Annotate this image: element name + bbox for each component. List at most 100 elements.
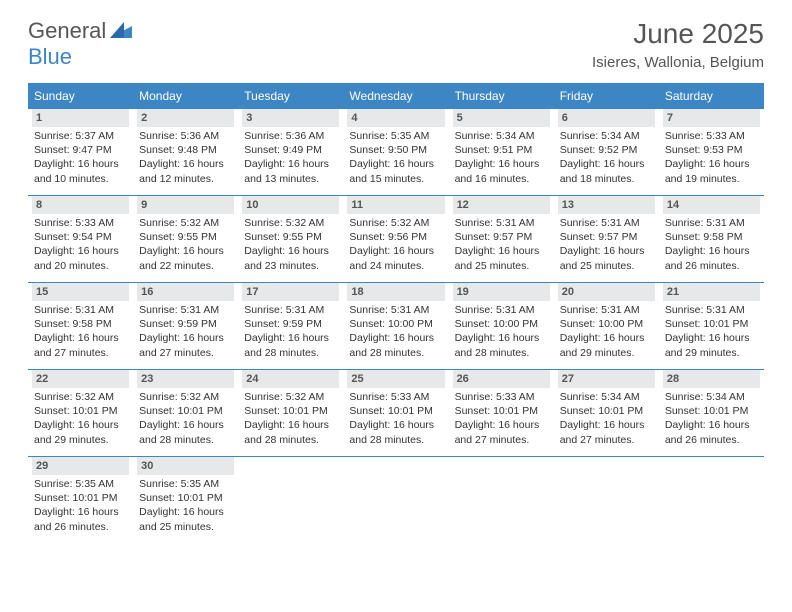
daylight-text: Daylight: 16 hours (665, 244, 758, 258)
calendar-cell: 15Sunrise: 5:31 AMSunset: 9:58 PMDayligh… (28, 283, 133, 369)
day-number: 15 (32, 283, 129, 301)
daylight-text: Daylight: 16 hours (560, 244, 653, 258)
logo-text-general: General (28, 18, 106, 44)
calendar-cell: 22Sunrise: 5:32 AMSunset: 10:01 PMDaylig… (28, 370, 133, 456)
sunset-text: Sunset: 9:57 PM (455, 230, 548, 244)
daylight-text: and 28 minutes. (349, 433, 442, 447)
calendar-cell: 8Sunrise: 5:33 AMSunset: 9:54 PMDaylight… (28, 196, 133, 282)
sunset-text: Sunset: 10:01 PM (349, 404, 442, 418)
daylight-text: and 18 minutes. (560, 172, 653, 186)
day-header: Monday (133, 83, 238, 109)
logo-icon (110, 18, 132, 44)
sunset-text: Sunset: 10:01 PM (34, 404, 127, 418)
daylight-text: and 28 minutes. (244, 433, 337, 447)
calendar-cell: 3Sunrise: 5:36 AMSunset: 9:49 PMDaylight… (238, 109, 343, 195)
daylight-text: Daylight: 16 hours (560, 418, 653, 432)
day-number: 18 (347, 283, 444, 301)
cell-body: Sunrise: 5:34 AMSunset: 10:01 PMDaylight… (558, 388, 655, 447)
daylight-text: Daylight: 16 hours (349, 157, 442, 171)
daylight-text: and 26 minutes. (665, 259, 758, 273)
day-number: 21 (663, 283, 760, 301)
day-number: 3 (242, 109, 339, 127)
day-number: 2 (137, 109, 234, 127)
calendar-cell (554, 457, 659, 543)
title-block: June 2025 Isieres, Wallonia, Belgium (592, 18, 764, 71)
cell-body: Sunrise: 5:31 AMSunset: 9:59 PMDaylight:… (242, 301, 339, 360)
sunset-text: Sunset: 10:01 PM (665, 317, 758, 331)
calendar-cell: 11Sunrise: 5:32 AMSunset: 9:56 PMDayligh… (343, 196, 448, 282)
cell-body: Sunrise: 5:33 AMSunset: 10:01 PMDaylight… (347, 388, 444, 447)
daylight-text: and 28 minutes. (455, 346, 548, 360)
day-number: 30 (137, 457, 234, 475)
calendar-cell: 5Sunrise: 5:34 AMSunset: 9:51 PMDaylight… (449, 109, 554, 195)
cell-body: Sunrise: 5:31 AMSunset: 9:58 PMDaylight:… (663, 214, 760, 273)
sunset-text: Sunset: 10:01 PM (560, 404, 653, 418)
sunrise-text: Sunrise: 5:37 AM (34, 129, 127, 143)
cell-body: Sunrise: 5:35 AMSunset: 9:50 PMDaylight:… (347, 127, 444, 186)
day-number: 20 (558, 283, 655, 301)
daylight-text: and 28 minutes. (349, 346, 442, 360)
daylight-text: Daylight: 16 hours (139, 418, 232, 432)
calendar-cell: 27Sunrise: 5:34 AMSunset: 10:01 PMDaylig… (554, 370, 659, 456)
sunrise-text: Sunrise: 5:32 AM (139, 390, 232, 404)
day-header: Wednesday (343, 83, 448, 109)
calendar-cell (449, 457, 554, 543)
daylight-text: Daylight: 16 hours (349, 418, 442, 432)
sunset-text: Sunset: 9:56 PM (349, 230, 442, 244)
daylight-text: Daylight: 16 hours (455, 157, 548, 171)
cell-body: Sunrise: 5:31 AMSunset: 9:59 PMDaylight:… (137, 301, 234, 360)
sunrise-text: Sunrise: 5:34 AM (560, 129, 653, 143)
calendar-cell: 14Sunrise: 5:31 AMSunset: 9:58 PMDayligh… (659, 196, 764, 282)
calendar-cell: 16Sunrise: 5:31 AMSunset: 9:59 PMDayligh… (133, 283, 238, 369)
daylight-text: Daylight: 16 hours (139, 157, 232, 171)
day-number: 9 (137, 196, 234, 214)
cell-body: Sunrise: 5:31 AMSunset: 9:57 PMDaylight:… (558, 214, 655, 273)
sunset-text: Sunset: 9:53 PM (665, 143, 758, 157)
daylight-text: and 24 minutes. (349, 259, 442, 273)
day-number: 10 (242, 196, 339, 214)
sunset-text: Sunset: 9:54 PM (34, 230, 127, 244)
day-header: Sunday (28, 83, 133, 109)
week-row: 29Sunrise: 5:35 AMSunset: 10:01 PMDaylig… (28, 456, 764, 543)
daylight-text: and 16 minutes. (455, 172, 548, 186)
calendar-cell: 4Sunrise: 5:35 AMSunset: 9:50 PMDaylight… (343, 109, 448, 195)
sunset-text: Sunset: 9:55 PM (244, 230, 337, 244)
sunset-text: Sunset: 10:01 PM (455, 404, 548, 418)
day-number: 25 (347, 370, 444, 388)
sunset-text: Sunset: 10:01 PM (244, 404, 337, 418)
cell-body: Sunrise: 5:36 AMSunset: 9:49 PMDaylight:… (242, 127, 339, 186)
day-header: Saturday (659, 83, 764, 109)
daylight-text: and 28 minutes. (244, 346, 337, 360)
day-number: 13 (558, 196, 655, 214)
sunrise-text: Sunrise: 5:31 AM (560, 216, 653, 230)
week-row: 8Sunrise: 5:33 AMSunset: 9:54 PMDaylight… (28, 195, 764, 282)
calendar-cell (659, 457, 764, 543)
sunset-text: Sunset: 9:59 PM (244, 317, 337, 331)
calendar: SundayMondayTuesdayWednesdayThursdayFrid… (28, 83, 764, 543)
header: General June 2025 Isieres, Wallonia, Bel… (0, 0, 792, 77)
daylight-text: Daylight: 16 hours (34, 418, 127, 432)
day-number: 1 (32, 109, 129, 127)
sunrise-text: Sunrise: 5:31 AM (665, 216, 758, 230)
day-number: 26 (453, 370, 550, 388)
sunset-text: Sunset: 10:01 PM (139, 404, 232, 418)
sunset-text: Sunset: 9:57 PM (560, 230, 653, 244)
calendar-cell: 28Sunrise: 5:34 AMSunset: 10:01 PMDaylig… (659, 370, 764, 456)
calendar-cell: 20Sunrise: 5:31 AMSunset: 10:00 PMDaylig… (554, 283, 659, 369)
sunrise-text: Sunrise: 5:36 AM (139, 129, 232, 143)
daylight-text: Daylight: 16 hours (244, 157, 337, 171)
cell-body: Sunrise: 5:35 AMSunset: 10:01 PMDaylight… (137, 475, 234, 534)
calendar-cell: 18Sunrise: 5:31 AMSunset: 10:00 PMDaylig… (343, 283, 448, 369)
day-number: 7 (663, 109, 760, 127)
cell-body: Sunrise: 5:33 AMSunset: 9:53 PMDaylight:… (663, 127, 760, 186)
sunset-text: Sunset: 9:58 PM (34, 317, 127, 331)
daylight-text: and 29 minutes. (665, 346, 758, 360)
sunset-text: Sunset: 9:51 PM (455, 143, 548, 157)
cell-body: Sunrise: 5:31 AMSunset: 10:00 PMDaylight… (347, 301, 444, 360)
cell-body: Sunrise: 5:31 AMSunset: 10:01 PMDaylight… (663, 301, 760, 360)
daylight-text: and 22 minutes. (139, 259, 232, 273)
sunrise-text: Sunrise: 5:34 AM (665, 390, 758, 404)
day-number: 28 (663, 370, 760, 388)
day-number: 12 (453, 196, 550, 214)
day-number: 22 (32, 370, 129, 388)
